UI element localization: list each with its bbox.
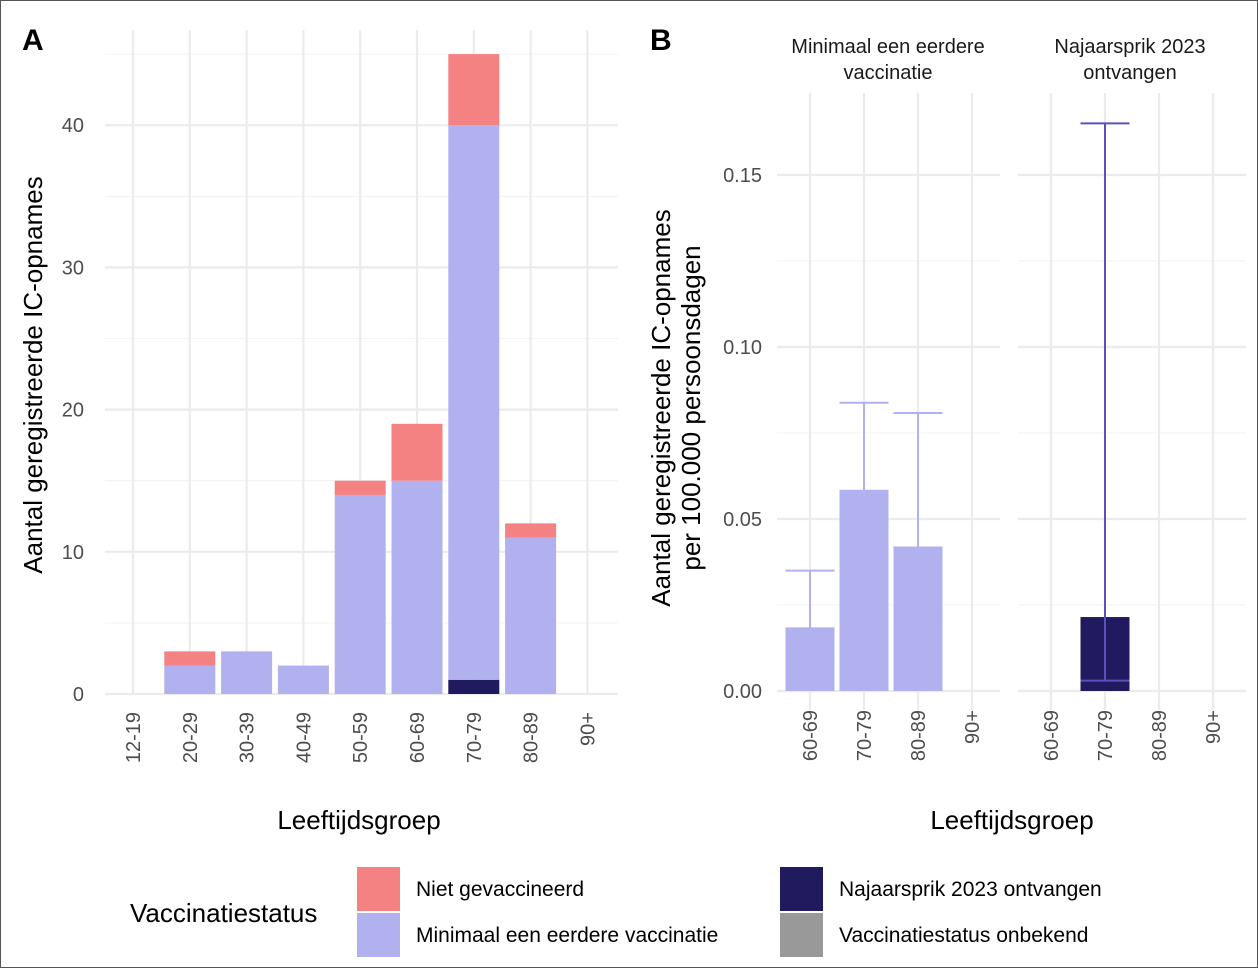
legend-swatch-minimaal-een-eerdere-vaccinatie — [357, 913, 400, 957]
panel-b-x-tick-label: 80-89 — [1149, 710, 1171, 761]
panel-a-x-ticks: 12-19 20-29 30-39 40-49 50-59 60-69 70-79 80-89… — [123, 712, 599, 763]
legend-label-vaccinatiestatus-onbekend: Vaccinatiestatus onbekend — [839, 924, 1088, 947]
panel-a-x-tick-label: 50-59 — [350, 712, 372, 763]
legend: Vaccinatiestatus Niet gevaccineerd Minim… — [130, 867, 1102, 957]
panel-a-y-axis-title: Aantal geregistreerde IC-opnames — [18, 176, 48, 573]
panel-b-x-ticks: 60-69 70-79 80-89 90+ 60-69 70-79 80-89 90+ — [800, 710, 1225, 761]
panel-a-x-tick-label: 30-39 — [237, 712, 259, 763]
panel-b-x-tick-label: 70-79 — [1095, 710, 1117, 761]
bar-30-39-minimaal-een-eerdere-vaccinatie — [221, 651, 273, 694]
bar-70-79-niet-gevaccineerd — [448, 54, 500, 126]
panel-a-x-axis-title: Leeftijdsgroep — [277, 805, 440, 835]
panel-a-x-tick-label: 70-79 — [464, 712, 486, 763]
bar-70-79-najaarsprik-2023-ontvangen — [448, 679, 500, 694]
panel-a-y-tick-label: 20 — [62, 400, 84, 422]
panel-b-y-tick-label: 0.10 — [723, 337, 762, 359]
panel-a-x-tick-label: 90+ — [577, 712, 599, 746]
facet-2-strip-line-2: ontvangen — [1083, 62, 1176, 84]
panel-b-x-tick-label: 90+ — [1203, 710, 1225, 744]
panel-b-y-tick-label: 0.00 — [723, 681, 762, 703]
bar-80-89-niet-gevaccineerd — [505, 523, 557, 538]
panel-a-y-tick-label: 30 — [62, 257, 84, 279]
panel-b-error-bars — [785, 122, 1130, 682]
panel-b-x-tick-label: 90+ — [962, 710, 984, 744]
bar-70-79-minimaal-een-eerdere-vaccinatie — [448, 125, 500, 680]
panel-a-tag: A — [22, 24, 44, 57]
panel-b-y-tick-label: 0.15 — [723, 165, 762, 187]
facet-2-strip-line-1: Najaarsprik 2023 — [1054, 36, 1205, 58]
panel-a-y-tick-label: 40 — [62, 115, 84, 137]
legend-label-minimaal-een-eerdere-vaccinatie: Minimaal een eerdere vaccinatie — [416, 924, 718, 947]
bar-50-59-niet-gevaccineerd — [334, 480, 386, 495]
facet-1-strip-line-1: Minimaal een eerdere — [791, 36, 984, 58]
panel-a-bars — [164, 54, 557, 694]
panel-a-x-tick-label: 40-49 — [293, 712, 315, 763]
panel-b-y-axis-title-line-2: per 100.000 persoonsdagen — [676, 245, 706, 570]
panel-b-x-axis-title: Leeftijdsgroep — [930, 805, 1093, 835]
panel-b-y-axis-title-line-1: Aantal geregistreerde IC-opnames — [646, 209, 676, 606]
bar-20-29-minimaal-een-eerdere-vaccinatie — [164, 665, 216, 694]
bar-50-59-minimaal-een-eerdere-vaccinatie — [334, 494, 386, 694]
panel-b-x-tick-label: 60-69 — [1041, 710, 1063, 761]
panel-a-y-tick-label: 0 — [73, 684, 84, 706]
bar-80-89-minimaal-een-eerdere-vaccinatie — [505, 537, 557, 694]
bar-60-69-niet-gevaccineerd — [391, 423, 443, 481]
panel-a-x-tick-label: 60-69 — [407, 712, 429, 763]
panel-b-y-tick-label: 0.05 — [723, 509, 762, 531]
legend-label-najaarsprik-2023-ontvangen: Najaarsprik 2023 ontvangen — [839, 878, 1102, 901]
panel-b-x-tick-label: 80-89 — [908, 710, 930, 761]
legend-title: Vaccinatiestatus — [130, 898, 317, 928]
panel-a-y-tick-label: 10 — [62, 542, 84, 564]
legend-swatch-vaccinatiestatus-onbekend — [780, 913, 823, 957]
bar-40-49-minimaal-een-eerdere-vaccinatie — [277, 665, 329, 694]
panel-b-x-tick-label: 70-79 — [854, 710, 876, 761]
panel-a-x-tick-label: 20-29 — [180, 712, 202, 763]
legend-swatch-niet-gevaccineerd — [357, 867, 400, 911]
panel-a-x-tick-label: 12-19 — [123, 712, 145, 763]
legend-label-niet-gevaccineerd: Niet gevaccineerd — [416, 878, 584, 901]
panel-b-tag: B — [650, 24, 672, 57]
panel-a-y-ticks: 0 10 20 30 40 — [62, 115, 84, 706]
bar-20-29-niet-gevaccineerd — [164, 651, 216, 666]
facet-1-strip-line-2: vaccinatie — [844, 62, 933, 84]
bar-60-69-minimaal-een-eerdere-vaccinatie — [391, 480, 443, 694]
panel-b: B Minimaal een eerdere vaccinatie Najaar… — [646, 24, 1246, 835]
panel-b-x-tick-label: 60-69 — [800, 710, 822, 761]
panel-a: A 0 10 20 30 40 12-19 20-29 30-39 40-49 50-59 60-… — [18, 24, 618, 835]
panel-a-x-tick-label: 80-89 — [521, 712, 543, 763]
legend-swatch-najaarsprik-2023-ontvangen — [780, 867, 823, 911]
panel-b-y-ticks: 0.00 0.05 0.10 0.15 — [723, 165, 762, 703]
